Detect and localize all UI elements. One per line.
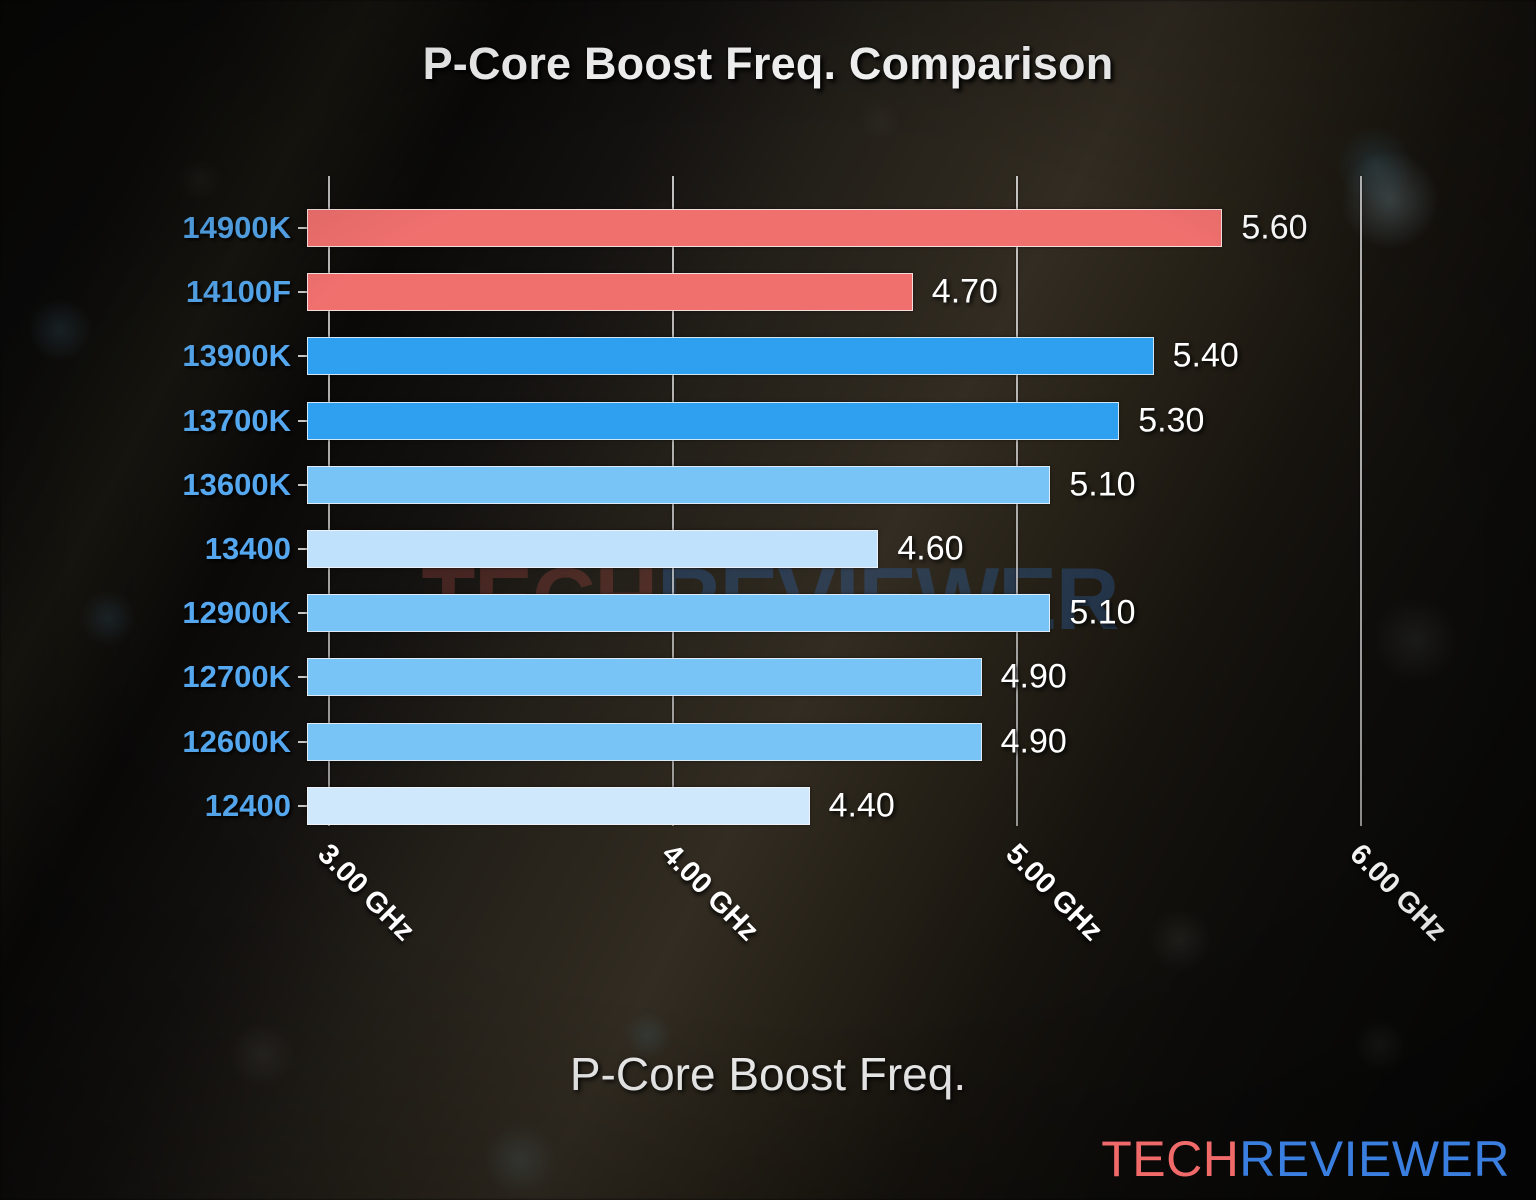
y-axis-tick-mark [298, 548, 307, 550]
bar-13900k[interactable] [307, 337, 1154, 376]
value-label-12600k: 4.90 [1000, 722, 1067, 761]
bar-13400[interactable] [307, 530, 879, 568]
bar-13700k[interactable] [307, 401, 1120, 440]
bar-12700k[interactable] [307, 658, 982, 697]
value-label-12400: 4.40 [828, 786, 895, 825]
bar-12900k[interactable] [307, 594, 1051, 633]
y-axis-tick-mark [298, 612, 307, 615]
category-label-12900k: 12900K [182, 595, 291, 631]
category-label-13900k: 13900K [182, 338, 291, 374]
value-label-13600k: 5.10 [1069, 465, 1136, 504]
bar-row: 13600K 5.10 [182, 465, 1407, 504]
category-label-14900k: 14900K [182, 210, 291, 245]
x-axis-label: P-Core Boost Freq. [569, 1048, 967, 1100]
value-label-14900k: 5.60 [1241, 208, 1308, 247]
value-label-12900k: 5.10 [1069, 593, 1136, 632]
y-axis-tick-mark [298, 419, 307, 422]
y-axis-tick-mark [298, 291, 307, 294]
bar-row: 13400 4.60 [205, 529, 1407, 568]
bar-row: 14100F 4.70 [186, 272, 1407, 312]
value-label-13700k: 5.30 [1138, 401, 1205, 440]
y-axis-tick-mark [298, 804, 307, 807]
plot-area: 14900K 5.60 14100F 4.70 13900K 5.40 13700K 5.30… [182, 176, 1407, 826]
bar-14900k[interactable] [307, 209, 1223, 247]
y-axis-tick-mark [298, 355, 307, 358]
logo-tech-text: TECH [1101, 1131, 1240, 1187]
value-label-12700k: 4.90 [1000, 657, 1067, 696]
bar-row: 14900K 5.60 [182, 208, 1407, 247]
bar-row: 12700K 4.90 [182, 657, 1407, 697]
value-label-13900k: 5.40 [1172, 336, 1239, 375]
category-label-13700k: 13700K [182, 402, 291, 438]
logo-reviewer-text: REVIEWER [1239, 1131, 1510, 1187]
chart-title: P-Core Boost Freq. Comparison [422, 38, 1114, 89]
bar-row: 12400 4.40 [205, 786, 1407, 825]
y-axis-tick-mark [298, 676, 307, 679]
value-label-14100f: 4.70 [931, 272, 998, 311]
value-label-13400: 4.60 [897, 529, 964, 568]
bar-row: 12600K 4.90 [182, 722, 1407, 761]
bar-row: 13900K 5.40 [182, 336, 1407, 376]
category-label-13600k: 13600K [182, 466, 291, 502]
bar-12600k[interactable] [307, 722, 982, 761]
category-label-13400: 13400 [204, 531, 291, 566]
category-label-12700k: 12700K [182, 659, 291, 695]
brand-logo: TECHREVIEWER [1101, 1130, 1510, 1188]
category-label-12400: 12400 [204, 787, 291, 823]
bar-14100f[interactable] [307, 273, 913, 312]
bar-row: 12900K 5.10 [182, 593, 1407, 633]
y-axis-tick-mark [298, 227, 307, 229]
bar-12400[interactable] [307, 786, 810, 825]
y-axis-tick-mark [298, 483, 307, 486]
category-label-12600k: 12600K [182, 723, 291, 759]
bar-row: 13700K 5.30 [182, 401, 1407, 440]
bar-13600k[interactable] [307, 465, 1051, 504]
y-axis-tick-mark [298, 740, 307, 743]
category-label-14100f: 14100F [185, 274, 291, 310]
